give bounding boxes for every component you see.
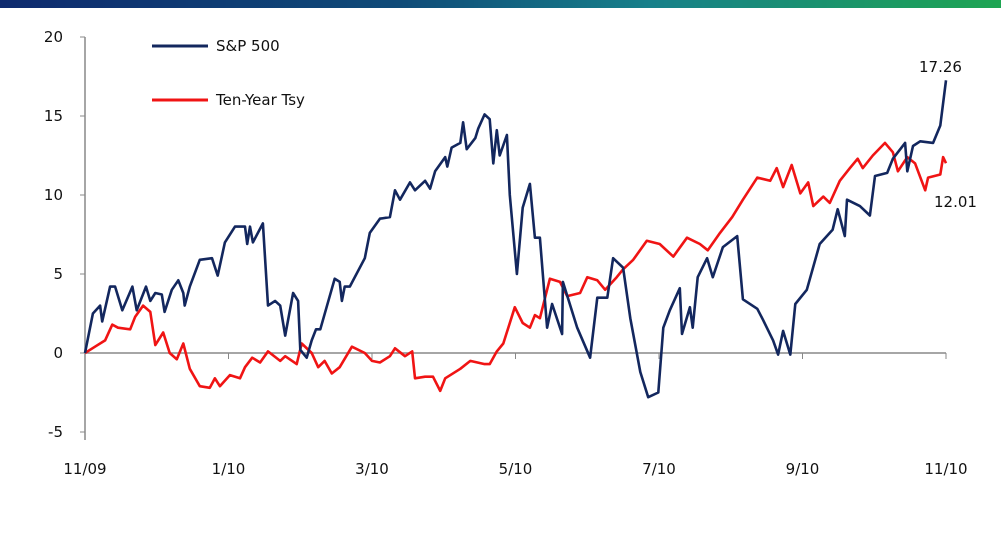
- x-tick-label: 7/10: [642, 460, 676, 478]
- y-tick-label: 5: [53, 265, 63, 283]
- legend: S&P 500 Ten-Year Tsy: [152, 37, 305, 109]
- series-line-sp500: [83, 80, 948, 399]
- y-axis: -5 0 5 10 15 20: [44, 28, 86, 441]
- x-tick-label: 1/10: [212, 460, 246, 478]
- series-line-ten-year-tsy: [84, 141, 948, 393]
- end-label-sp500: 17.26: [919, 58, 962, 76]
- title-banner: [0, 0, 1001, 8]
- series-lines: [83, 80, 948, 399]
- end-label-tsy: 12.01: [934, 193, 977, 211]
- legend-label-sp500: S&P 500: [216, 37, 280, 55]
- x-tick-label: 9/10: [786, 460, 820, 478]
- y-tick-label: 10: [44, 186, 63, 204]
- y-tick-label: 20: [44, 28, 63, 46]
- x-tick-label: 3/10: [355, 460, 389, 478]
- y-tick-label: 0: [53, 344, 63, 362]
- y-tick-label: 15: [44, 107, 63, 125]
- x-axis: 11/09 1/10 3/10 5/10 7/10 9/10 11/10: [63, 352, 968, 478]
- x-tick-label: 11/09: [63, 460, 106, 478]
- x-tick-label: 11/10: [924, 460, 967, 478]
- legend-label-tsy: Ten-Year Tsy: [215, 91, 305, 109]
- y-tick-label: -5: [48, 423, 63, 441]
- x-tick-label: 5/10: [499, 460, 533, 478]
